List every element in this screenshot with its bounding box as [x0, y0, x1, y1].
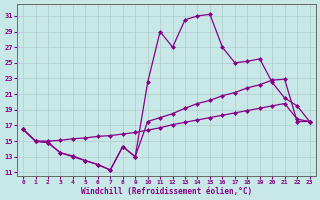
X-axis label: Windchill (Refroidissement éolien,°C): Windchill (Refroidissement éolien,°C)	[81, 187, 252, 196]
